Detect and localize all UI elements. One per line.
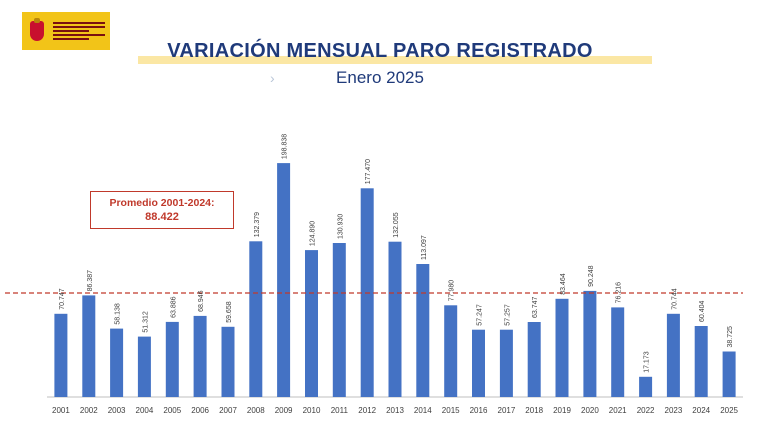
value-label-2008: 132.379 (254, 212, 261, 237)
value-label-2011: 130.930 (337, 214, 344, 239)
value-label-2007: 59.658 (226, 301, 233, 323)
bar-2020 (583, 290, 597, 397)
x-tick-label-2025: 2025 (720, 406, 738, 415)
average-label: Promedio 2001-2024: (109, 197, 215, 209)
x-tick-label-2002: 2002 (80, 406, 98, 415)
x-tick-label-2004: 2004 (136, 406, 154, 415)
value-label-2020: 90.248 (588, 265, 595, 287)
bar-2013 (388, 241, 402, 397)
value-label-2013: 132.055 (393, 212, 400, 237)
bar-2002 (82, 295, 96, 397)
bar-2004 (137, 336, 151, 397)
bar-2023 (666, 313, 680, 397)
value-label-2009: 198.838 (282, 134, 289, 159)
x-tick-labels: 2001 2002 2003 2004 2005 2006 2007 2008 2009 2010… (52, 406, 739, 415)
title-underline (138, 56, 652, 64)
bar-2003 (110, 328, 124, 397)
spain-government-crest-icon (27, 18, 47, 44)
value-label-2017: 57.257 (504, 304, 511, 326)
value-label-2002: 86.387 (87, 270, 94, 292)
x-tick-label-2008: 2008 (247, 406, 265, 415)
value-label-2004: 51.312 (142, 311, 149, 333)
value-label-2024: 60.404 (699, 300, 706, 322)
x-tick-label-2013: 2013 (386, 406, 404, 415)
bar-2011 (332, 243, 346, 397)
bar-2014 (416, 264, 430, 397)
x-tick-label-2023: 2023 (665, 406, 683, 415)
bar-2007 (221, 326, 235, 397)
x-tick-label-2022: 2022 (637, 406, 655, 415)
x-tick-label-2006: 2006 (191, 406, 209, 415)
x-tick-label-2003: 2003 (108, 406, 126, 415)
value-label-2005: 63.886 (170, 296, 177, 318)
bar-2025 (722, 351, 736, 397)
chart-subtitle: Enero 2025 (336, 68, 424, 87)
bar-2018 (527, 322, 541, 397)
x-tick-label-2010: 2010 (303, 406, 321, 415)
value-label-2003: 58.138 (115, 303, 122, 325)
bar-2015 (444, 305, 458, 397)
x-tick-label-2015: 2015 (442, 406, 460, 415)
value-label-2006: 68.946 (198, 290, 205, 312)
value-label-2001: 70.747 (59, 288, 66, 310)
bar-2009 (277, 163, 291, 397)
x-tick-label-2012: 2012 (358, 406, 376, 415)
average-value: 88.422 (145, 211, 179, 223)
bar-2021 (611, 307, 625, 397)
x-tick-label-2017: 2017 (498, 406, 516, 415)
value-label-2016: 57.247 (477, 304, 484, 326)
bar-series (54, 163, 736, 397)
value-label-2025: 38.725 (727, 326, 734, 348)
average-annotation: Promedio 2001-2024: 88.422 (90, 191, 234, 229)
value-label-2012: 177.470 (365, 159, 372, 184)
ministry-name-lettering (53, 22, 105, 40)
value-label-2021: 76.216 (616, 282, 623, 304)
x-tick-label-2007: 2007 (219, 406, 237, 415)
x-tick-label-2005: 2005 (163, 406, 181, 415)
x-tick-label-2024: 2024 (692, 406, 710, 415)
x-tick-label-2016: 2016 (470, 406, 488, 415)
chevron-right-icon: › (270, 70, 275, 86)
x-tick-label-2019: 2019 (553, 406, 571, 415)
value-label-2022: 17.173 (644, 351, 651, 373)
value-label-2015: 77.980 (449, 280, 456, 302)
government-logo (22, 12, 110, 50)
bar-2006 (193, 315, 207, 397)
x-tick-label-2021: 2021 (609, 406, 627, 415)
x-tick-label-2020: 2020 (581, 406, 599, 415)
value-label-2010: 124.890 (310, 221, 317, 246)
x-tick-label-2014: 2014 (414, 406, 432, 415)
value-label-2018: 63.747 (532, 296, 539, 318)
x-tick-label-2018: 2018 (525, 406, 543, 415)
value-labels: 70.747 86.387 58.138 51.312 63.886 68.946 59.6… (59, 134, 734, 373)
chart-title: VARIACIÓN MENSUAL PARO REGISTRADO (167, 40, 593, 62)
bar-2024 (694, 326, 708, 397)
bar-2001 (54, 313, 68, 397)
bar-2019 (555, 298, 569, 397)
bar-2017 (499, 329, 513, 397)
value-label-2023: 70.744 (671, 288, 678, 310)
value-label-2019: 83.464 (560, 273, 567, 295)
bar-2008 (249, 241, 263, 397)
x-tick-label-2001: 2001 (52, 406, 70, 415)
x-tick-label-2009: 2009 (275, 406, 293, 415)
bar-2005 (165, 321, 179, 397)
bar-2010 (305, 250, 318, 397)
value-label-2014: 113.097 (421, 235, 428, 260)
bar-2016 (472, 329, 485, 397)
x-tick-label-2011: 2011 (331, 406, 349, 415)
bar-2022 (639, 376, 653, 397)
